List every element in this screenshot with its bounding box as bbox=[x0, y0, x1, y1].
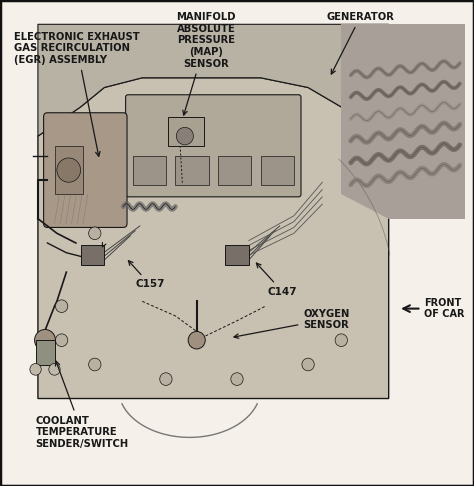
Text: GENERATOR: GENERATOR bbox=[326, 12, 394, 74]
Circle shape bbox=[55, 334, 68, 347]
Circle shape bbox=[89, 358, 101, 371]
Bar bbox=[168, 117, 204, 146]
Circle shape bbox=[49, 364, 60, 375]
Circle shape bbox=[176, 127, 193, 145]
Polygon shape bbox=[38, 78, 389, 399]
Circle shape bbox=[160, 373, 172, 385]
Circle shape bbox=[30, 364, 41, 375]
Polygon shape bbox=[38, 24, 389, 170]
Bar bbox=[225, 245, 249, 265]
FancyBboxPatch shape bbox=[44, 113, 127, 227]
Circle shape bbox=[35, 330, 55, 351]
Text: ELECTRONIC EXHAUST
GAS RECIRCULATION
(EGR) ASSEMBLY: ELECTRONIC EXHAUST GAS RECIRCULATION (EG… bbox=[14, 32, 140, 156]
Polygon shape bbox=[341, 24, 465, 219]
Text: MANIFOLD
ABSOLUTE
PRESSURE
(MAP)
SENSOR: MANIFOLD ABSOLUTE PRESSURE (MAP) SENSOR bbox=[176, 12, 236, 115]
Bar bbox=[133, 156, 166, 185]
Bar bbox=[36, 340, 55, 364]
Text: C157: C157 bbox=[128, 260, 164, 290]
Bar bbox=[175, 156, 209, 185]
Circle shape bbox=[57, 158, 81, 182]
Bar bbox=[218, 156, 251, 185]
Circle shape bbox=[188, 331, 205, 349]
Circle shape bbox=[89, 227, 101, 240]
Text: C147: C147 bbox=[256, 263, 298, 297]
Circle shape bbox=[231, 373, 243, 385]
Bar bbox=[81, 245, 104, 265]
Text: FRONT
OF CAR: FRONT OF CAR bbox=[403, 298, 465, 319]
Text: OXYGEN
SENSOR: OXYGEN SENSOR bbox=[234, 309, 350, 338]
FancyBboxPatch shape bbox=[126, 95, 301, 197]
Bar bbox=[261, 156, 294, 185]
Text: COOLANT
TEMPERATURE
SENDER/SWITCH: COOLANT TEMPERATURE SENDER/SWITCH bbox=[36, 361, 128, 449]
Circle shape bbox=[55, 300, 68, 312]
Circle shape bbox=[335, 334, 347, 347]
Circle shape bbox=[302, 358, 314, 371]
Bar bbox=[55, 146, 83, 194]
